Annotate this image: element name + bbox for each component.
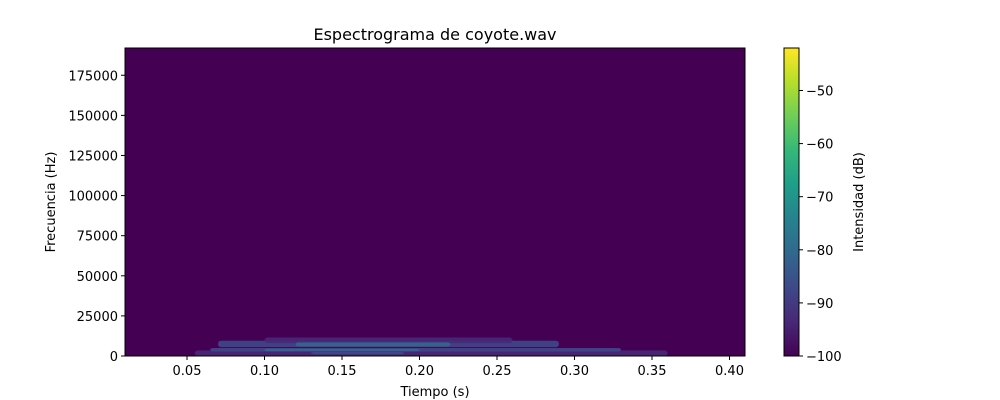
colorbar-tick-label: −80 xyxy=(806,244,833,259)
spectrogram-regions xyxy=(194,337,668,356)
y-tick-label: 150000 xyxy=(68,109,118,124)
colorbar-tick-label: −90 xyxy=(806,297,833,312)
x-tick-label: 0.35 xyxy=(638,364,667,379)
plot-frame xyxy=(124,47,746,357)
spectrogram-region xyxy=(264,337,513,344)
spectrogram-region xyxy=(311,351,404,355)
y-axis-label: Frecuencia (Hz) xyxy=(44,152,59,253)
x-axis-label: Tiempo (s) xyxy=(399,385,469,400)
y-tick-label: 50000 xyxy=(77,270,118,285)
y-tick-label: 75000 xyxy=(77,230,118,245)
chart-title: Espectrograma de coyote.wav xyxy=(313,25,556,44)
colorbar-tick-label: −100 xyxy=(806,350,842,365)
y-tick-label: 25000 xyxy=(77,310,118,325)
y-tick-label: 175000 xyxy=(68,69,118,84)
x-tick-label: 0.20 xyxy=(405,364,434,379)
y-tick-label: 125000 xyxy=(68,149,118,164)
x-tick-label: 0.15 xyxy=(328,364,357,379)
x-tick-label: 0.05 xyxy=(173,364,202,379)
x-tick-label: 0.30 xyxy=(560,364,589,379)
y-tick-label: 0 xyxy=(110,350,118,365)
plot-background xyxy=(125,48,745,356)
colorbar xyxy=(783,47,800,357)
x-tick-label: 0.40 xyxy=(715,364,744,379)
colorbar-tick-label: −60 xyxy=(806,138,833,153)
colorbar-tick-label: −50 xyxy=(806,84,833,99)
x-tick-label: 0.10 xyxy=(250,364,279,379)
spectrogram-region xyxy=(295,342,451,347)
colorbar-label: Intensidad (dB) xyxy=(852,152,867,252)
y-axis-ticks: 0 25000 50000 75000 100000 125000 150000 175000 xyxy=(68,69,125,365)
colorbar-ticks: −100 −90 −80 −70 −60 −50 xyxy=(799,84,842,365)
x-tick-label: 0.25 xyxy=(483,364,512,379)
spectrogram-region xyxy=(264,348,420,352)
x-axis-ticks: 0.05 0.10 0.15 0.20 0.25 0.30 0.35 0.40 xyxy=(173,356,744,379)
spectrogram-region xyxy=(194,350,668,356)
colorbar-tick-label: −70 xyxy=(806,191,833,206)
y-tick-label: 100000 xyxy=(68,190,118,205)
